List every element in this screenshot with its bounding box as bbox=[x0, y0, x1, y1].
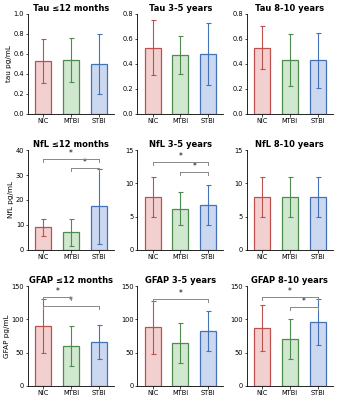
Text: *: * bbox=[288, 287, 292, 296]
Text: *: * bbox=[69, 149, 73, 158]
Title: Tau ≤12 months: Tau ≤12 months bbox=[33, 4, 109, 13]
Bar bbox=[63, 60, 79, 114]
Title: GFAP 3-5 years: GFAP 3-5 years bbox=[145, 276, 216, 285]
Text: *: * bbox=[69, 296, 73, 305]
Bar bbox=[35, 326, 51, 386]
Bar bbox=[145, 197, 161, 250]
Bar bbox=[63, 232, 79, 250]
Bar bbox=[254, 48, 270, 114]
Text: *: * bbox=[192, 162, 196, 171]
Y-axis label: GFAP pg/mL: GFAP pg/mL bbox=[4, 314, 10, 358]
Y-axis label: NfL pg/mL: NfL pg/mL bbox=[8, 182, 14, 218]
Bar bbox=[91, 206, 107, 250]
Bar bbox=[254, 328, 270, 386]
Text: *: * bbox=[179, 289, 182, 298]
Bar bbox=[310, 197, 326, 250]
Bar bbox=[282, 339, 298, 386]
Bar bbox=[35, 61, 51, 114]
Bar bbox=[91, 342, 107, 386]
Bar bbox=[310, 60, 326, 114]
Title: GFAP 8-10 years: GFAP 8-10 years bbox=[251, 276, 328, 285]
Text: *: * bbox=[83, 158, 87, 167]
Bar bbox=[310, 322, 326, 386]
Bar bbox=[254, 197, 270, 250]
Bar bbox=[200, 54, 216, 114]
Title: Tau 8-10 years: Tau 8-10 years bbox=[255, 4, 325, 13]
Text: *: * bbox=[55, 287, 59, 296]
Text: *: * bbox=[179, 152, 182, 161]
Bar bbox=[173, 208, 188, 250]
Bar bbox=[173, 55, 188, 114]
Bar bbox=[200, 331, 216, 386]
Bar bbox=[35, 227, 51, 250]
Bar bbox=[200, 205, 216, 250]
Title: NfL 3-5 years: NfL 3-5 years bbox=[149, 140, 212, 149]
Y-axis label: tau pg/mL: tau pg/mL bbox=[6, 45, 12, 82]
Title: NfL 8-10 years: NfL 8-10 years bbox=[255, 140, 324, 149]
Bar bbox=[91, 64, 107, 114]
Text: *: * bbox=[302, 297, 306, 306]
Title: NfL ≤12 months: NfL ≤12 months bbox=[33, 140, 109, 149]
Title: Tau 3-5 years: Tau 3-5 years bbox=[149, 4, 212, 13]
Bar bbox=[63, 346, 79, 386]
Title: GFAP ≤12 months: GFAP ≤12 months bbox=[29, 276, 113, 285]
Bar bbox=[282, 60, 298, 114]
Bar bbox=[145, 328, 161, 386]
Bar bbox=[173, 343, 188, 386]
Bar bbox=[145, 48, 161, 114]
Bar bbox=[282, 197, 298, 250]
